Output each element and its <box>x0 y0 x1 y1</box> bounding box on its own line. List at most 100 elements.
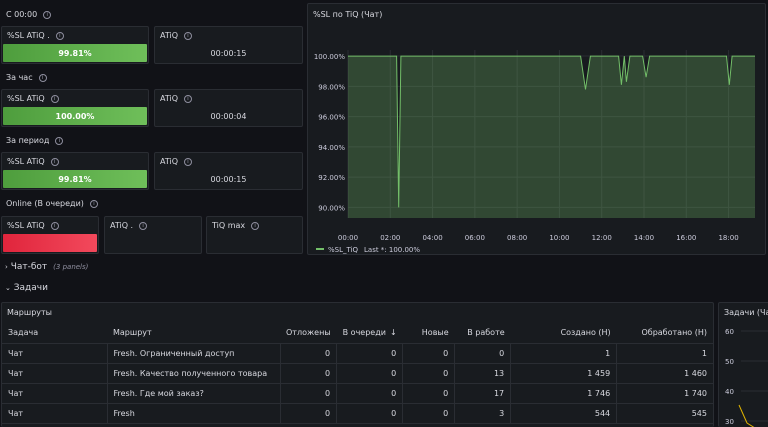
table-row[interactable]: Чат Fresh 0 0 0 3 544 545 <box>2 403 713 424</box>
info-icon[interactable]: i <box>184 157 193 166</box>
column-header[interactable]: В очереди ↓ <box>336 323 403 344</box>
table-cell: 1 460 <box>616 363 713 384</box>
atiq-value: 00:00:04 <box>210 112 247 121</box>
chart-panel-sl-tiq[interactable]: %SL по TiQ (Чат) 100.00% 98.00% 96.00% 94.0… <box>307 3 766 255</box>
y-tick-label: 94.00% <box>318 144 345 152</box>
column-header[interactable]: В работе <box>454 323 511 344</box>
column-header[interactable]: Маршрут <box>107 323 280 344</box>
y-tick-label: 98.00% <box>318 83 345 91</box>
table-cell: 0 <box>402 403 456 424</box>
y-tick-label: 100.00% <box>314 53 345 61</box>
sl-value-bar: 99.81% <box>3 44 147 62</box>
y-tick-label: 30 <box>725 418 734 426</box>
info-icon[interactable]: i <box>50 157 59 166</box>
info-icon[interactable]: i <box>50 221 59 230</box>
section-label-today: С 00:00 i <box>6 10 52 19</box>
chevron-right-icon: › <box>5 263 8 271</box>
sl-value-bar: 100.00% <box>3 107 147 125</box>
x-tick-label: 08:00 <box>507 234 527 242</box>
table-cell: 0 <box>336 403 404 424</box>
stat-panel-atiq-period[interactable]: ATiQ i 00:00:15 <box>154 152 303 190</box>
stat-panel-atiq-hour[interactable]: ATiQ i 00:00:04 <box>154 89 303 127</box>
sl-value-bar-alert <box>3 234 97 252</box>
table-cell: 0 <box>402 363 456 384</box>
x-tick-label: 00:00 <box>338 234 358 242</box>
panel-title: %SL ATiQ <box>7 94 45 103</box>
side-panel-title: Задачи (Чат) <box>724 308 768 317</box>
row-header-tasks[interactable]: ⌄ Задачи <box>5 283 48 293</box>
stat-panel-sl-today[interactable]: %SL ATiQ . i 99.81% <box>1 26 149 64</box>
sl-tiq-line-chart: 100.00% 98.00% 96.00% 94.00% 92.00% 90.00% 00:… <box>314 50 755 254</box>
table-cell: 1 <box>510 343 618 364</box>
table-cell: Чат <box>2 383 108 404</box>
routes-table: Задача Маршрут Отложены В очереди ↓ Новые В ра… <box>2 323 713 424</box>
info-icon[interactable]: i <box>251 221 260 230</box>
stat-panel-sl-period[interactable]: %SL ATiQ i 99.81% <box>1 152 149 190</box>
table-cell: Fresh. Качество полученного товара <box>107 363 281 384</box>
stat-panel-atiq-online[interactable]: ATiQ . i <box>104 216 202 254</box>
table-cell: 0 <box>336 343 404 364</box>
column-header[interactable]: Задача <box>2 323 107 344</box>
table-row[interactable]: Чат Fresh. Где мой заказ? 0 0 0 17 1 746 1 740 <box>2 383 713 404</box>
chevron-down-icon: ⌄ <box>5 284 11 292</box>
table-cell: 1 <box>616 343 713 364</box>
stat-panel-sl-online[interactable]: %SL ATiQ i <box>1 216 99 254</box>
section-label-hour: За час i <box>6 73 47 82</box>
info-icon[interactable]: i <box>55 31 64 40</box>
info-icon[interactable]: i <box>139 221 148 230</box>
series-area <box>348 56 755 218</box>
table-cell: 1 746 <box>510 383 618 404</box>
stat-panel-sl-hour[interactable]: %SL ATiQ i 100.00% <box>1 89 149 127</box>
routes-table-panel[interactable]: Маршруты Задача Маршрут Отложены В очереди ↓… <box>1 302 714 427</box>
table-cell: 0 <box>336 363 404 384</box>
table-cell: 0 <box>280 383 338 404</box>
table-cell: 13 <box>454 363 512 384</box>
info-icon[interactable]: i <box>50 94 59 103</box>
info-icon[interactable]: i <box>184 94 193 103</box>
info-icon[interactable]: i <box>89 199 98 208</box>
table-cell: 0 <box>454 343 512 364</box>
table-cell: 1 740 <box>616 383 713 404</box>
table-cell: Чат <box>2 363 108 384</box>
panel-title: ATiQ <box>160 157 179 166</box>
x-tick-label: 14:00 <box>634 234 654 242</box>
table-cell: Fresh <box>107 403 281 424</box>
table-row[interactable]: Чат Fresh. Ограниченный доступ 0 0 0 0 1 1 <box>2 343 713 364</box>
table-cell: 0 <box>402 383 456 404</box>
stat-panel-atiq-today[interactable]: ATiQ i 00:00:15 <box>154 26 303 64</box>
info-icon[interactable]: i <box>38 73 47 82</box>
panel-title: ATiQ . <box>110 221 134 230</box>
atiq-value: 00:00:15 <box>210 49 247 58</box>
table-title: Маршруты <box>7 308 52 317</box>
column-header[interactable]: Отложены <box>280 323 337 344</box>
table-cell: 0 <box>336 383 404 404</box>
x-tick-label: 06:00 <box>465 234 485 242</box>
column-header[interactable]: Создано (Н) <box>510 323 617 344</box>
panel-title: ATiQ <box>160 94 179 103</box>
panel-title: %SL ATiQ . <box>7 31 50 40</box>
info-icon[interactable]: i <box>184 31 193 40</box>
table-row[interactable]: Чат Fresh. Качество полученного товара 0 0 0… <box>2 363 713 384</box>
stat-panel-tiq-max[interactable]: TiQ max i <box>206 216 303 254</box>
section-label-period: За период i <box>6 136 64 145</box>
y-tick-label: 90.00% <box>318 204 345 212</box>
tasks-chart: 60 50 40 30 <box>725 328 768 427</box>
table-cell: 0 <box>280 363 338 384</box>
y-tick-label: 92.00% <box>318 174 345 182</box>
tasks-chat-panel[interactable]: Задачи (Чат) 60 50 40 30 <box>718 302 768 427</box>
table-cell: Fresh. Где мой заказ? <box>107 383 281 404</box>
panel-title: %SL ATiQ <box>7 221 45 230</box>
table-cell: 544 <box>510 403 618 424</box>
chart-title: %SL по TiQ (Чат) <box>313 10 383 19</box>
column-header[interactable]: Новые <box>402 323 455 344</box>
sort-desc-icon: ↓ <box>389 328 397 338</box>
info-icon[interactable]: i <box>55 136 64 145</box>
atiq-value: 00:00:15 <box>210 175 247 184</box>
info-icon[interactable]: i <box>43 10 52 19</box>
table-cell: Чат <box>2 403 108 424</box>
table-cell: 0 <box>280 343 338 364</box>
panel-title: ATiQ <box>160 31 179 40</box>
table-cell: Fresh. Ограниченный доступ <box>107 343 281 364</box>
column-header[interactable]: Обработано (Н) <box>616 323 713 344</box>
row-header-chatbot[interactable]: › Чат-бот (3 panels) <box>5 262 89 272</box>
